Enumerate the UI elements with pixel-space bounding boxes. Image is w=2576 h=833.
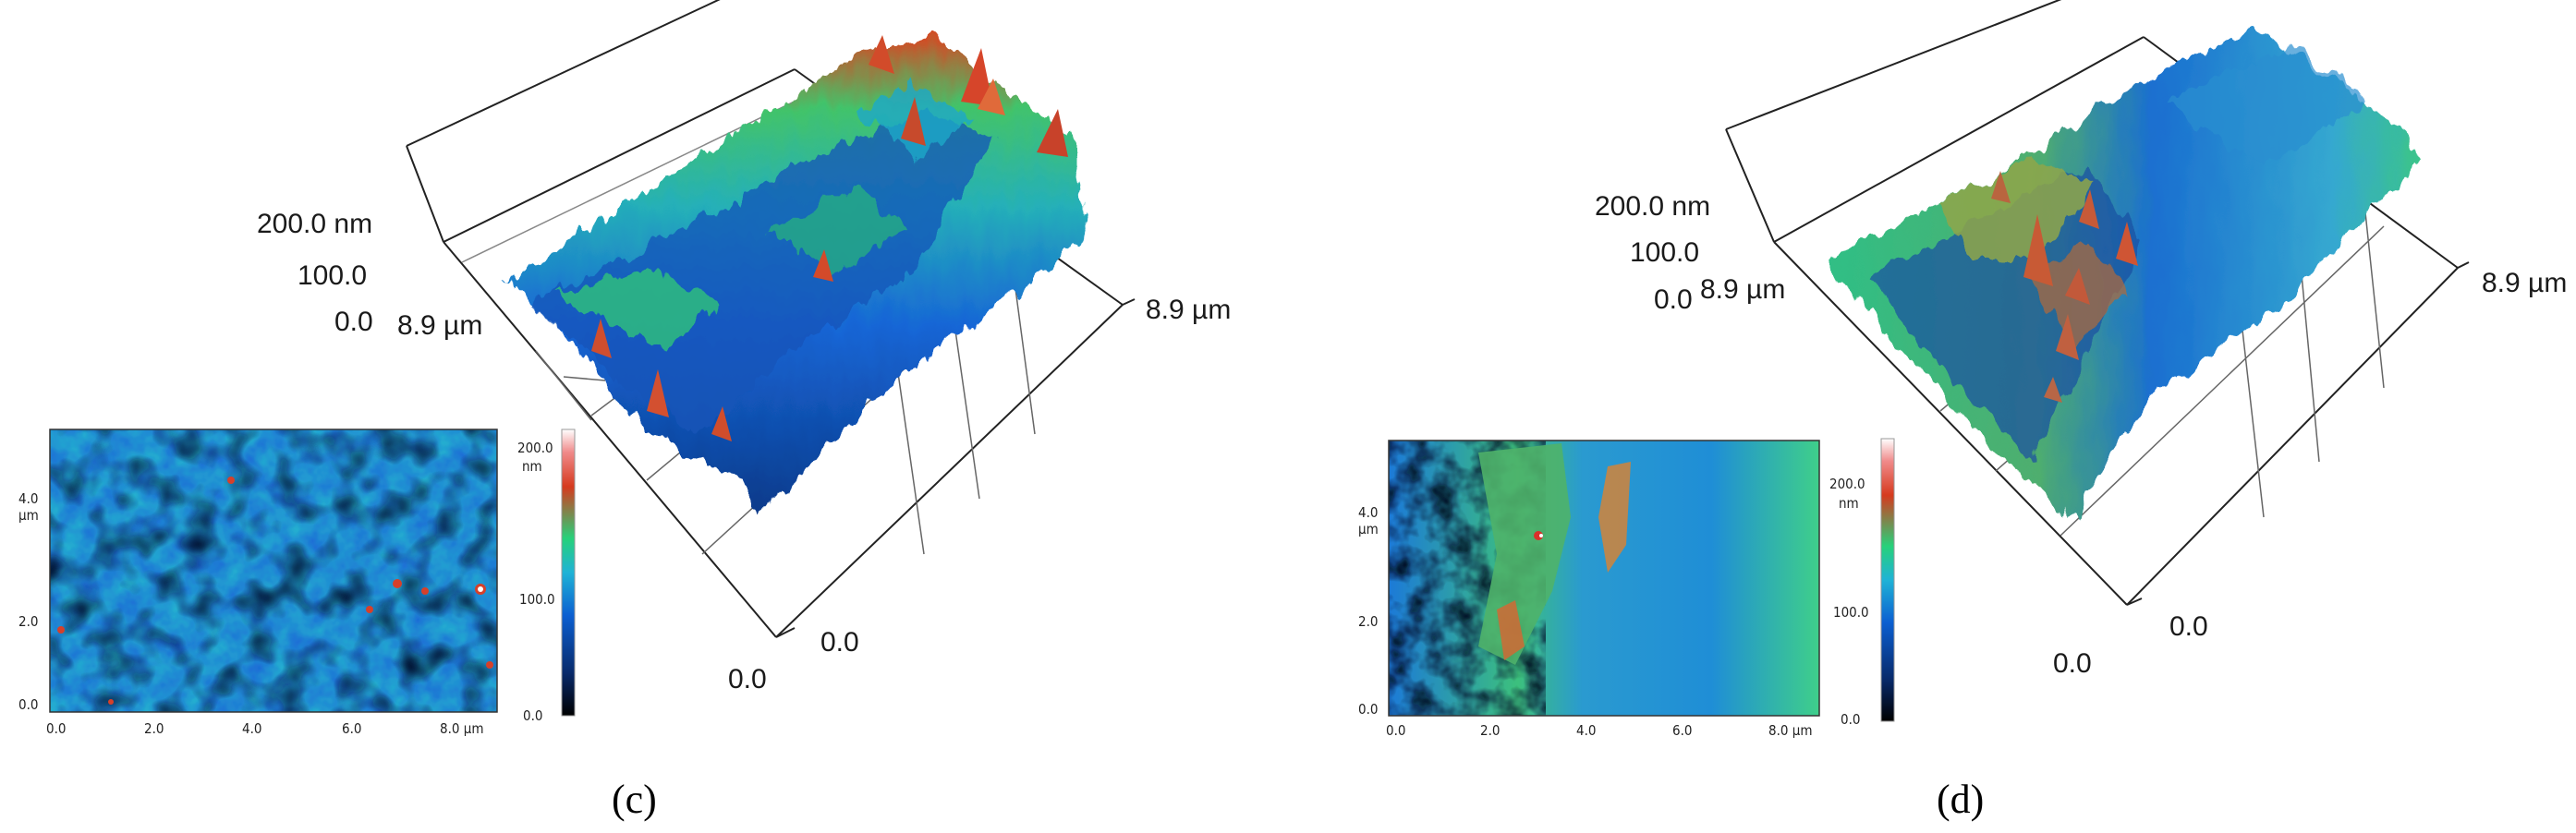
panel-d-origin-a-label: 0.0 [2169, 611, 2208, 642]
panel-c-colorbar-mid: 100.0 [519, 591, 555, 608]
panel-d-colorbar-mid: 100.0 [1833, 604, 1869, 621]
panel-c-caption: (c) [612, 777, 657, 822]
panel-d-map-ytick-0: 0.0 [1358, 701, 1378, 718]
panel-d-z-top-label: 200.0 nm [1595, 191, 1710, 222]
panel-d-map-ytick-4: 4.0 [1358, 504, 1378, 521]
panel-c-colorbar-zero: 0.0 [523, 707, 542, 724]
panel-c-origin-b-label: 0.0 [728, 664, 767, 694]
panel-d-colorbar-top: 200.0 [1829, 476, 1865, 492]
panel-c: 200.0 nm 100.0 0.0 8.9 µm 8.9 µm 0.0 0.0… [18, 0, 1231, 822]
panel-c-right-axis-label: 8.9 µm [1146, 295, 1231, 325]
panel-d: 200.0 nm 100.0 0.0 8.9 µm 8.9 µm 0.0 0.0… [1358, 0, 2567, 822]
panel-d-map-xtick-4: 4.0 [1576, 722, 1596, 739]
panel-d-origin-b-label: 0.0 [2053, 648, 2092, 679]
panel-c-colorbar [561, 429, 576, 717]
panel-d-z-mid-label: 100.0 [1630, 237, 1699, 268]
panel-d-map-xtick-8: 8.0 µm [1768, 722, 1812, 739]
panel-d-3d-peaks [1991, 171, 2138, 403]
panel-c-colorbar-unit: nm [522, 458, 542, 475]
panel-c-3d-peaks [591, 35, 1068, 441]
panel-c-map-ytick-0: 0.0 [18, 696, 38, 713]
panel-c-map-xtick-0: 0.0 [46, 720, 66, 737]
panel-d-colorbar [1880, 438, 1895, 722]
panel-d-map-ytick-2: 2.0 [1358, 613, 1378, 630]
panel-c-colorbar-top: 200.0 [517, 440, 553, 456]
panel-d-map-yunit: µm [1358, 521, 1379, 537]
panel-d-colorbar-unit: nm [1839, 495, 1859, 512]
panel-d-caption: (d) [1937, 777, 1984, 822]
panel-d-map-xtick-2: 2.0 [1480, 722, 1500, 739]
panel-c-map-yunit: µm [18, 507, 39, 524]
panel-d-left-axis-label: 8.9 µm [1700, 274, 1785, 305]
panel-c-map-xtick-6: 6.0 [342, 720, 361, 737]
panel-c-map-ytick-4: 4.0 [18, 490, 38, 507]
panel-d-z-zero-label: 0.0 [1654, 284, 1693, 315]
panel-d-map-xtick-6: 6.0 [1672, 722, 1692, 739]
panel-c-height-map [49, 429, 498, 713]
panel-c-z-mid-label: 100.0 [298, 260, 367, 291]
panel-d-colorbar-zero: 0.0 [1841, 711, 1860, 728]
panel-d-3d-surface [1828, 28, 2421, 517]
panel-d-map-xtick-0: 0.0 [1386, 722, 1405, 739]
panel-c-map-xtick-8: 8.0 µm [440, 720, 483, 737]
panel-d-right-axis-label: 8.9 µm [2482, 268, 2567, 298]
panel-c-left-axis-label: 8.9 µm [397, 310, 482, 341]
panel-c-origin-a-label: 0.0 [820, 627, 859, 658]
panel-c-map-ytick-2: 2.0 [18, 613, 38, 630]
panel-c-map-xtick-2: 2.0 [144, 720, 164, 737]
panel-d-height-map [1388, 440, 1820, 717]
panel-c-z-top-label: 200.0 nm [257, 209, 372, 239]
panel-c-map-xtick-4: 4.0 [242, 720, 261, 737]
panel-c-z-zero-label: 0.0 [334, 307, 373, 337]
